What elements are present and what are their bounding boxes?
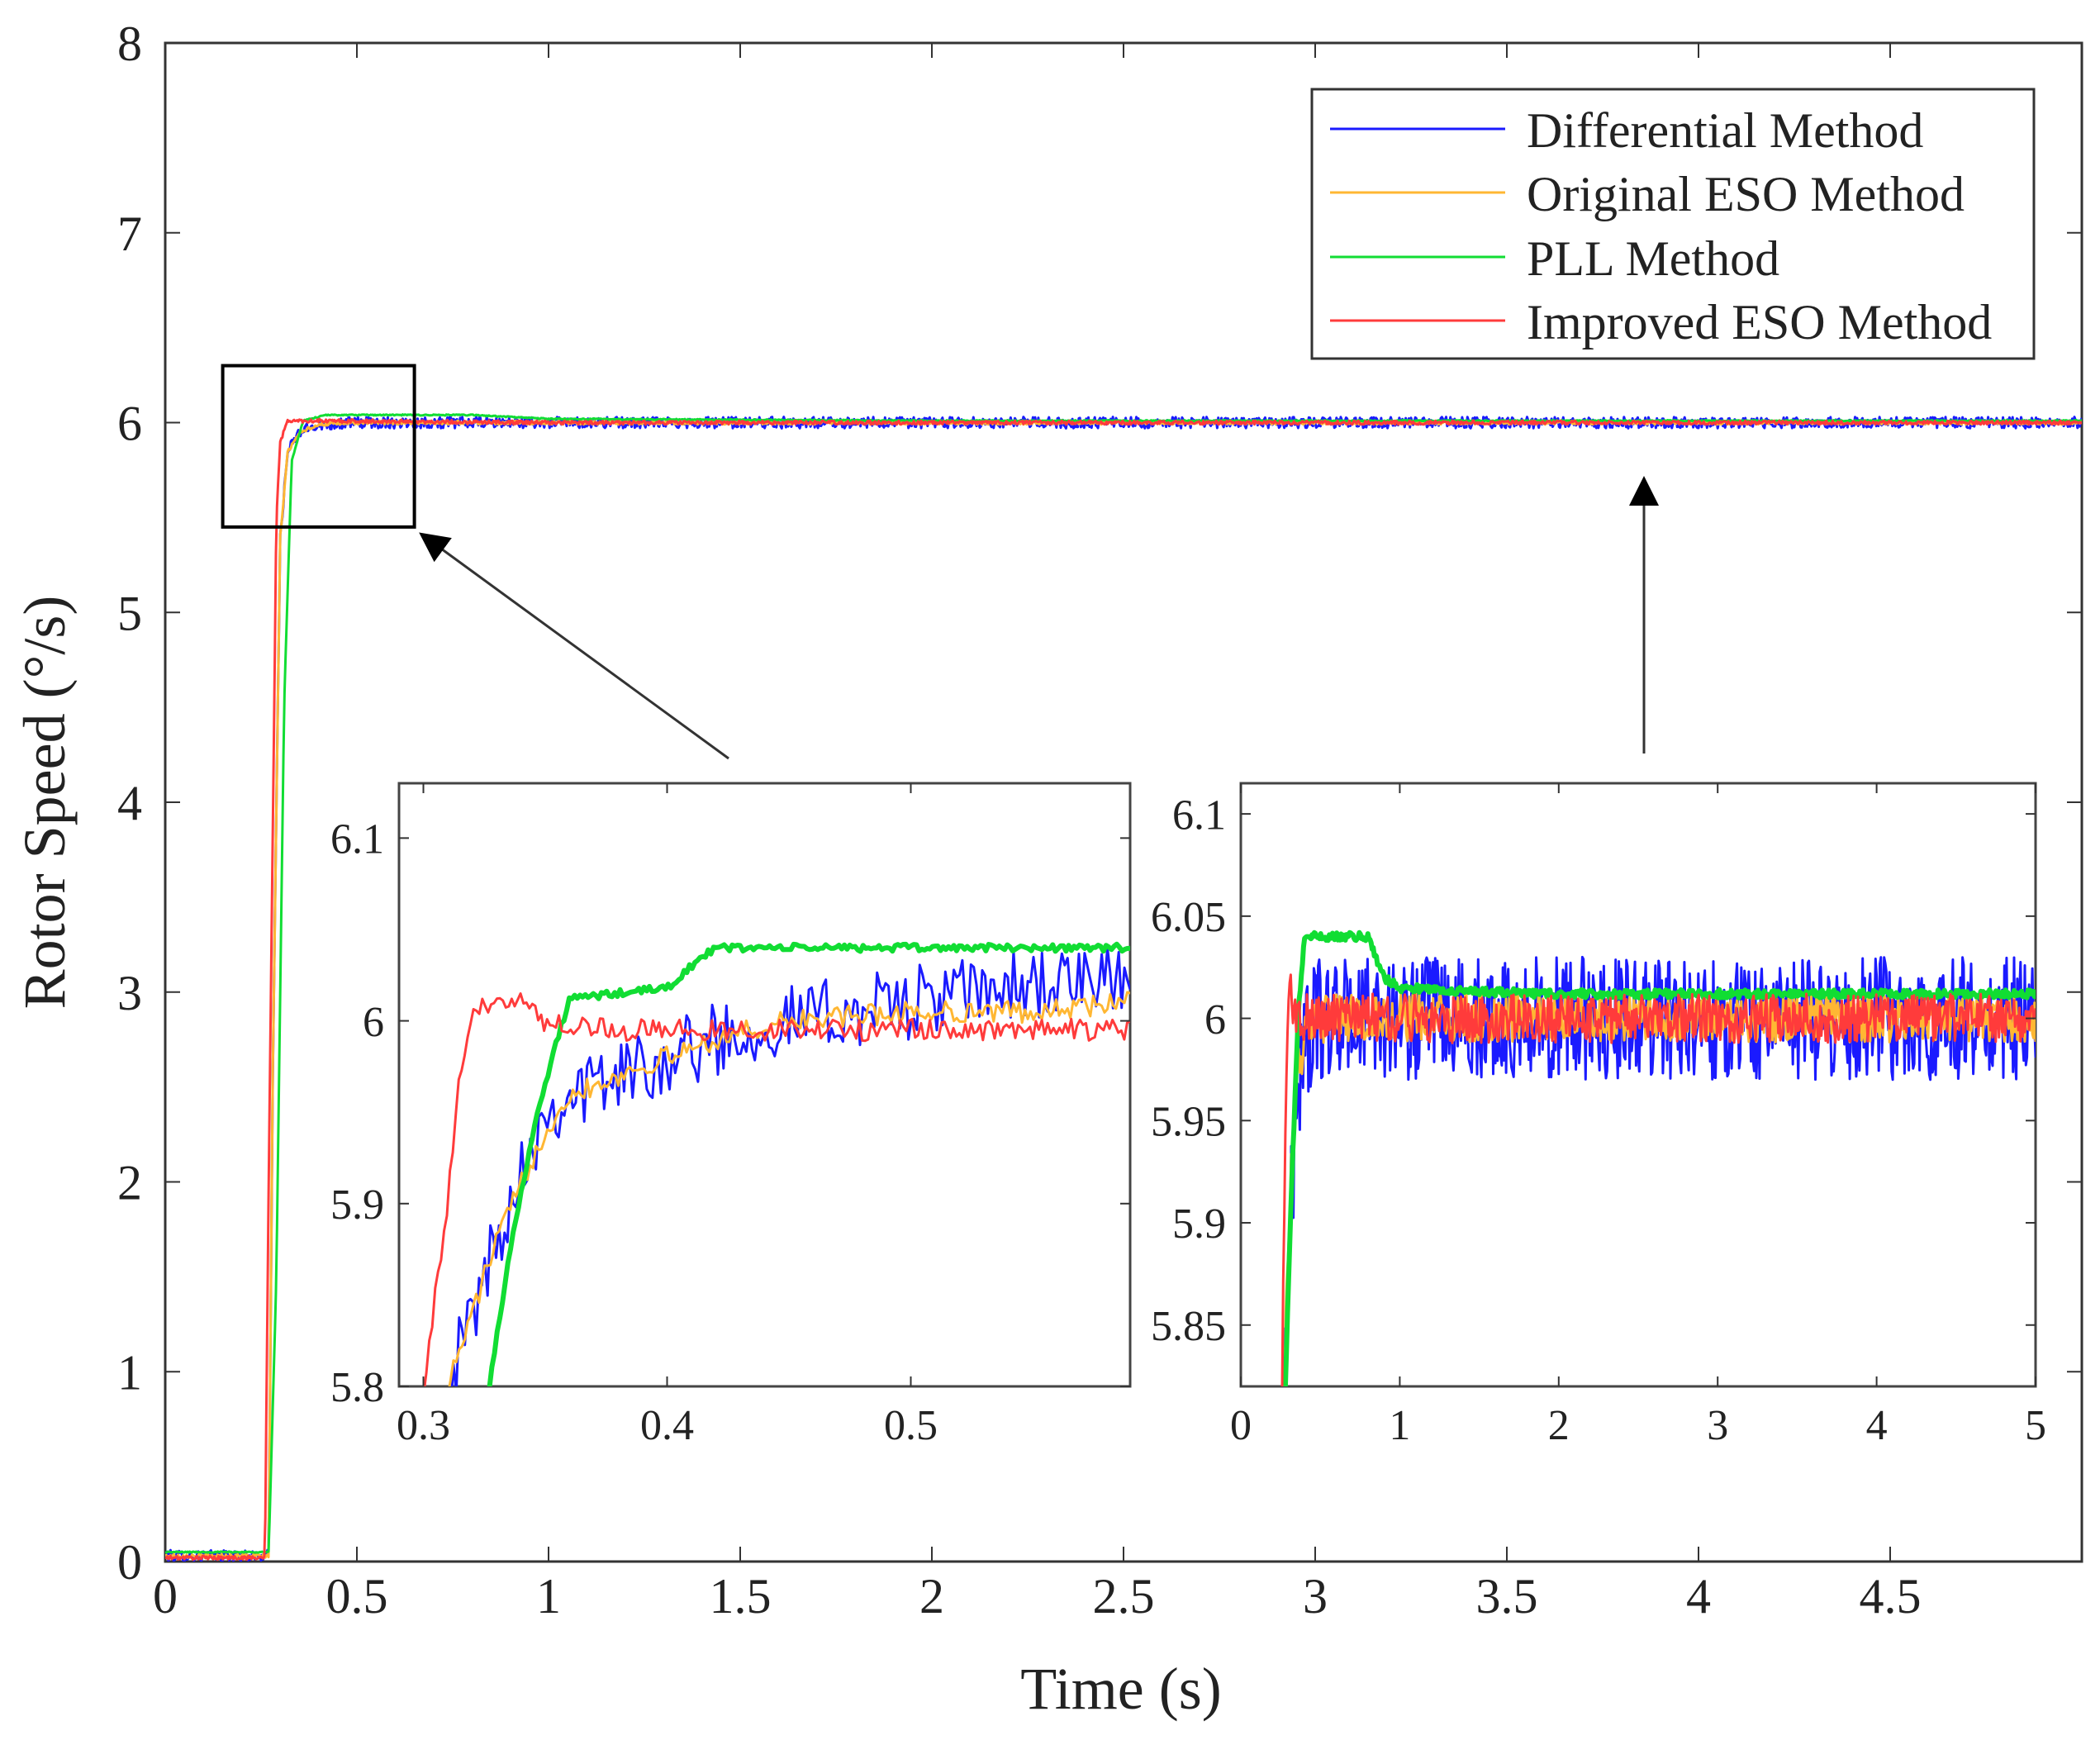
inset-left-y-axis: 5.8 5.9 6 6.1 [330, 816, 1130, 1411]
main-y-tick-label: 8 [117, 17, 142, 71]
main-y-tick-label: 2 [117, 1156, 142, 1210]
main-x-tick-label: 2.5 [1093, 1569, 1155, 1624]
inset-right-plot: 0 1 2 3 4 5 5.85 5.9 5.95 6 6.05 6.1 [1151, 782, 2046, 1449]
main-x-tick-label: 3 [1303, 1569, 1328, 1624]
inset_right-x-tick-label: 5 [2025, 1402, 2046, 1449]
inset-right-y-axis: 5.85 5.9 5.95 6 6.05 6.1 [1151, 792, 2036, 1350]
inset_right-y-tick-label: 6 [1204, 996, 1226, 1044]
main-series-group [165, 413, 2082, 1562]
y-axis-label: Rotor Speed (°/s) [12, 596, 78, 1010]
main-x-tick-label: 2 [919, 1569, 944, 1624]
main-y-tick-label: 3 [117, 966, 142, 1020]
inset_left-x-tick-label: 0.3 [397, 1402, 450, 1449]
legend-box [1310, 88, 2036, 360]
x-axis-label: Time (s) [1020, 1656, 1221, 1722]
legend-label-pll: PLL Method [1527, 231, 1779, 286]
inset_right-series-pll-method [1282, 929, 2036, 1386]
inset-left-x-axis: 0.3 0.4 0.5 [397, 783, 938, 1449]
inset_left-series-improved-eso-method [423, 992, 1130, 1386]
inset_right-series-improved-eso-method [1280, 973, 2036, 1386]
legend-label-original-eso: Original ESO Method [1527, 167, 1965, 221]
inset-left-plot: 0.3 0.4 0.5 5.8 5.9 6 6.1 [330, 782, 1132, 1449]
main-x-tick-label: 0.5 [326, 1569, 388, 1624]
inset-left-frame [397, 782, 1132, 1388]
inset_right-x-tick-label: 4 [1866, 1402, 1888, 1449]
inset_right-y-tick-label: 5.85 [1151, 1303, 1226, 1350]
main-y-tick-label: 6 [117, 397, 142, 451]
legend-label-differential: Differential Method [1527, 103, 1923, 158]
inset_left-x-tick-label: 0.5 [884, 1402, 938, 1449]
inset_left-y-tick-label: 6.1 [330, 816, 384, 863]
inset_right-x-tick-label: 3 [1707, 1402, 1728, 1449]
main-x-tick-label: 3.5 [1476, 1569, 1538, 1624]
main-y-axis: 0 1 2 3 4 5 6 7 8 [117, 17, 2082, 1590]
main-y-tick-label: 5 [117, 586, 142, 640]
inset_right-y-tick-label: 5.95 [1151, 1099, 1226, 1146]
legend: Differential Method Original ESO Method … [1310, 88, 2036, 360]
main-x-tick-label: 0 [153, 1569, 178, 1624]
main-y-tick-label: 1 [117, 1345, 142, 1400]
inset-right-x-axis: 0 1 2 3 4 5 [1230, 783, 2046, 1449]
main-x-tick-label: 4 [1686, 1569, 1711, 1624]
inset_left-series-pll-method [487, 941, 1130, 1386]
main-x-tick-label: 4.5 [1860, 1569, 1922, 1624]
inset_left-y-tick-label: 5.8 [330, 1364, 384, 1411]
zoom-arrow-left [419, 532, 729, 760]
inset-right-series-group [1280, 929, 2036, 1386]
legend-label-improved-eso: Improved ESO Method [1527, 295, 1992, 349]
inset_left-y-tick-label: 6 [363, 999, 384, 1046]
inset-right-frame [1239, 782, 2037, 1388]
inset_right-y-tick-label: 6.1 [1172, 792, 1226, 839]
inset-left-series-group [423, 941, 1130, 1386]
inset_right-y-tick-label: 5.9 [1172, 1200, 1226, 1248]
main-x-axis: 0 0.5 1 1.5 2 2.5 3 3.5 4 4.5 [153, 43, 1922, 1624]
main-series-improved-eso-method [165, 417, 2082, 1562]
inset_right-x-tick-label: 1 [1389, 1402, 1410, 1449]
inset_left-y-tick-label: 5.9 [330, 1181, 384, 1229]
main-y-tick-label: 7 [117, 207, 142, 261]
inset_right-x-tick-label: 0 [1230, 1402, 1252, 1449]
main-x-tick-label: 1 [536, 1569, 561, 1624]
inset_right-x-tick-label: 2 [1548, 1402, 1570, 1449]
main-y-tick-label: 4 [117, 776, 142, 830]
main-y-tick-label: 0 [117, 1535, 142, 1590]
inset_left-x-tick-label: 0.4 [640, 1402, 694, 1449]
inset_right-y-tick-label: 6.05 [1151, 894, 1226, 941]
main-x-tick-label: 1.5 [710, 1569, 772, 1624]
inset_left-series-differential-method [450, 946, 1130, 1386]
zoom-box [221, 364, 416, 529]
